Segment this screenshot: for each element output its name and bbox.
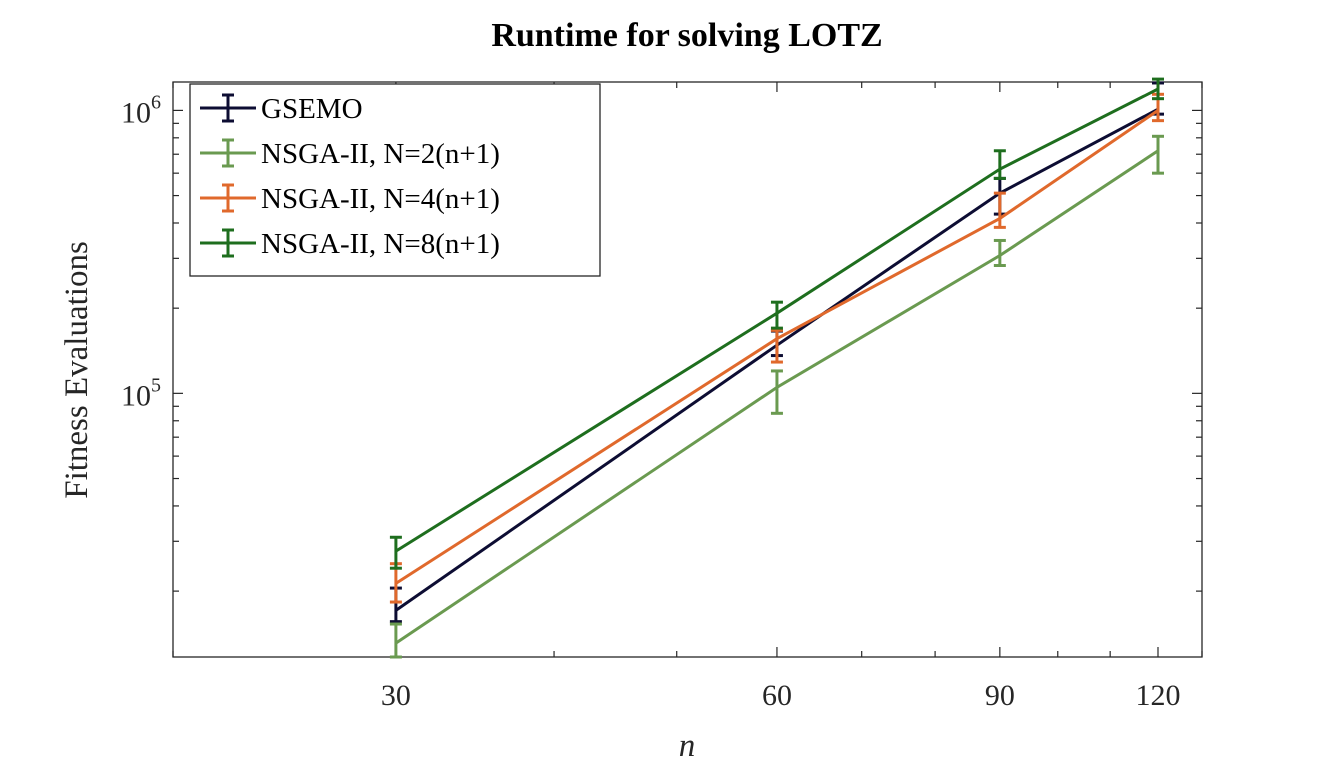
legend-label: NSGA-II, N=2(n+1) (261, 138, 500, 170)
y-tick-label: 105 (121, 374, 161, 412)
y-axis-label: Fitness Evaluations (59, 241, 95, 499)
series-3 (389, 77, 1164, 570)
y-tick-exponent: 5 (151, 374, 161, 396)
x-axis-label: n (679, 728, 696, 764)
legend-label: NSGA-II, N=4(n+1) (261, 183, 500, 215)
y-tick-base: 10 (121, 96, 151, 129)
legend-label: GSEMO (261, 93, 363, 125)
legend: GSEMO NSGA-II, N=2(n+1) NSGA-II, N=4(n+1) N… (189, 83, 601, 277)
x-tick-label: 90 (985, 679, 1015, 712)
y-tick-label: 106 (121, 91, 161, 129)
series-line (395, 87, 1159, 553)
y-tick-exponent: 6 (151, 91, 161, 113)
chart-title: Runtime for solving LOTZ (491, 17, 882, 54)
x-tick-label: 60 (762, 679, 792, 712)
legend-box (189, 83, 601, 277)
x-tick-label: 120 (1135, 679, 1180, 712)
series-1 (389, 134, 1164, 659)
series-line (395, 107, 1159, 612)
x-tick-label: 30 (381, 679, 411, 712)
series-line (395, 149, 1159, 645)
series-line (395, 109, 1159, 585)
legend-label: NSGA-II, N=8(n+1) (261, 228, 500, 260)
series-2 (389, 92, 1164, 604)
y-tick-base: 10 (121, 379, 151, 412)
